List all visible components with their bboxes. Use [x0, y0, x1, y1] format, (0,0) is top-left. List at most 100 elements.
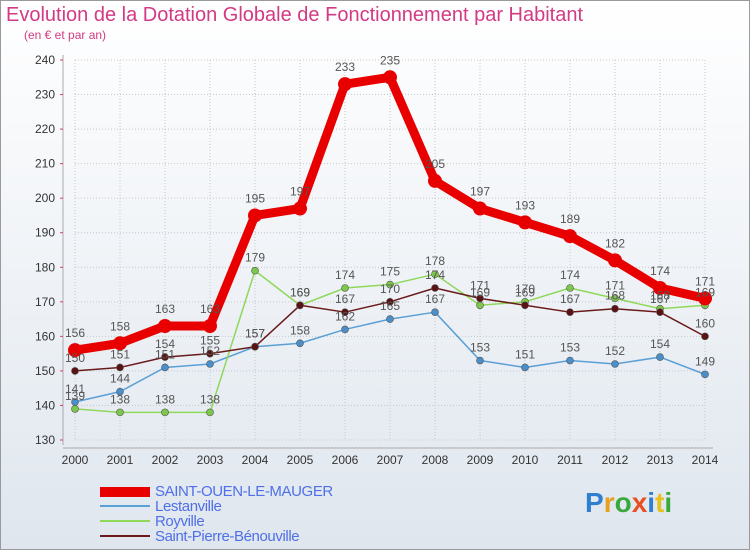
data-label: 171 [695, 274, 715, 288]
legend-swatch [100, 535, 150, 537]
data-point [116, 408, 124, 417]
data-label: 169 [290, 285, 310, 299]
data-label: 154 [155, 337, 175, 351]
data-label: 151 [110, 347, 130, 361]
data-label: 174 [650, 264, 670, 278]
data-point [383, 70, 397, 85]
data-label: 162 [335, 309, 355, 323]
data-label: 153 [560, 341, 580, 355]
data-label: 168 [605, 289, 625, 303]
data-label: 175 [380, 265, 400, 279]
data-label: 169 [695, 285, 715, 299]
data-label: 189 [560, 212, 580, 226]
data-label: 160 [695, 316, 715, 330]
data-point [476, 301, 484, 310]
data-point [338, 77, 352, 92]
data-point [656, 353, 664, 361]
chart-title: Evolution de la Dotation Globale de Fonc… [6, 4, 584, 26]
data-point [386, 315, 394, 323]
data-label: 205 [425, 157, 445, 171]
data-point [296, 339, 304, 348]
data-point [431, 308, 439, 316]
data-point [116, 387, 124, 396]
x-tick-label: 2014 [692, 453, 719, 467]
y-tick-label: 210 [35, 157, 55, 171]
data-label: 167 [335, 292, 355, 306]
y-tick-label: 140 [35, 398, 55, 412]
data-label: 154 [650, 337, 670, 351]
data-point [71, 367, 79, 375]
data-label: 156 [65, 326, 85, 340]
x-tick-label: 2002 [152, 453, 179, 467]
data-label: 152 [200, 344, 220, 358]
data-label: 157 [245, 327, 265, 341]
data-label: 167 [560, 292, 580, 306]
data-label: 169 [290, 285, 310, 299]
data-label: 167 [425, 292, 445, 306]
data-point [206, 408, 214, 417]
data-label: 155 [200, 334, 220, 348]
data-label: 163 [155, 302, 175, 316]
data-label: 150 [65, 351, 85, 365]
data-point [608, 253, 622, 268]
data-point [248, 208, 262, 223]
data-point [611, 294, 619, 303]
data-point [611, 360, 619, 368]
data-point [251, 342, 259, 351]
data-label: 195 [245, 191, 265, 205]
data-label: 144 [110, 372, 130, 386]
data-label: 163 [200, 302, 220, 316]
data-point [341, 284, 349, 292]
data-label: 171 [605, 278, 625, 292]
data-point [476, 356, 484, 365]
data-point [251, 266, 259, 275]
data-point [698, 291, 712, 306]
data-point [701, 332, 709, 341]
data-point [473, 201, 487, 216]
data-point [656, 308, 664, 316]
data-label: 141 [65, 382, 85, 396]
data-label: 171 [470, 278, 490, 292]
data-label: 149 [695, 354, 715, 368]
data-label: 158 [290, 323, 310, 337]
data-label: 138 [155, 392, 175, 406]
data-point [566, 284, 574, 292]
legend-label: Lestanville [155, 498, 222, 515]
data-label: 138 [110, 392, 130, 406]
data-point [386, 280, 394, 289]
y-tick-label: 150 [35, 364, 55, 378]
x-tick-label: 2012 [602, 453, 629, 467]
data-point [296, 301, 304, 310]
data-label: 197 [470, 185, 490, 199]
data-label: 158 [110, 319, 130, 333]
data-point [206, 349, 214, 358]
data-point [116, 363, 124, 372]
data-point [476, 294, 484, 303]
data-point [566, 308, 574, 316]
x-tick-label: 2009 [467, 453, 494, 467]
data-label: 174 [335, 268, 355, 282]
x-tick-label: 2011 [557, 453, 583, 467]
data-label: 151 [515, 347, 535, 361]
data-label: 138 [200, 392, 220, 406]
legend-swatch [100, 505, 150, 507]
data-point [431, 270, 439, 278]
data-label: 193 [515, 198, 535, 212]
data-point [161, 408, 169, 417]
x-tick-label: 2008 [422, 453, 449, 467]
y-tick-label: 170 [35, 295, 55, 309]
y-tick-label: 200 [35, 191, 55, 205]
x-tick-label: 2010 [512, 453, 539, 467]
data-point [653, 281, 667, 295]
x-tick-label: 2006 [332, 453, 359, 467]
data-label: 151 [155, 347, 175, 361]
data-point [521, 301, 529, 310]
data-point [428, 173, 442, 188]
data-point [521, 363, 529, 372]
y-tick-label: 230 [35, 88, 55, 102]
x-tick-label: 2013 [647, 453, 674, 467]
data-point [68, 343, 82, 358]
data-point [701, 370, 709, 379]
data-label: 165 [380, 299, 400, 313]
